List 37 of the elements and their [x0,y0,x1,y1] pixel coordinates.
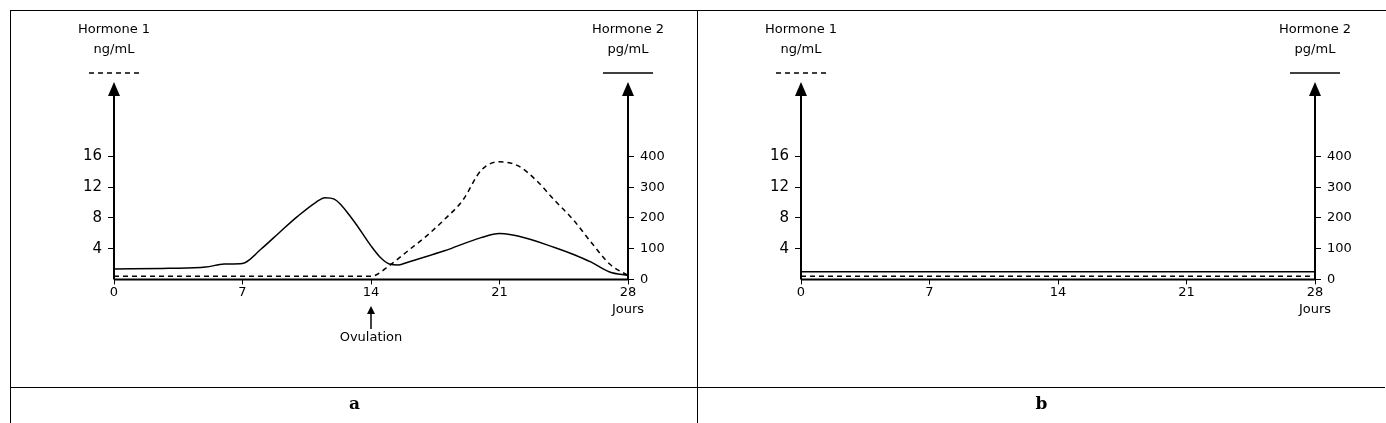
y-tick-label: 8 [92,207,102,226]
text: a [11,387,698,423]
x-tick-label: 0 [109,283,119,299]
y-tick-label: 12 [769,177,789,196]
y-tick-label: 4 [92,238,102,257]
y2-tick-label: 200 [1327,209,1352,225]
y2-tick-label: 100 [640,240,665,256]
text: Ovulation [339,329,403,345]
x-axis-title: Jours [1297,301,1332,317]
y2-axis-title: Hormone 2 pg/mL [1278,21,1352,56]
x-tick-label: 21 [491,283,508,299]
y2-tick-label: 300 [1327,178,1352,194]
y-axis-title: Hormone 1 ng/mL [764,21,838,56]
text: b [698,387,1385,423]
y2-tick-label: 100 [1327,240,1352,256]
y-tick-label: 16 [769,146,789,165]
y2-tick-label: 400 [1327,147,1352,163]
y2-tick-label: 200 [640,209,665,225]
y-tick-label: 8 [779,207,789,226]
x-tick-label: 14 [362,283,380,299]
x-tick-label: 7 [925,283,934,299]
y2-axis-title: Hormone 2 pg/mL [591,21,665,56]
y2-tick-label: 0 [640,270,649,286]
y-axis-title: Hormone 1 ng/mL [77,21,151,56]
x-tick-label: 7 [238,283,247,299]
x-axis-title: Jours [610,301,645,317]
y2-tick-label: 400 [640,147,665,163]
x-tick-label: 28 [619,283,637,299]
y2-tick-label: 300 [640,178,665,194]
y-tick-label: 4 [779,238,789,257]
y-tick-label: 12 [82,177,102,196]
x-tick-label: 28 [1306,283,1324,299]
x-tick-label: 14 [1049,283,1067,299]
x-tick-label: 0 [796,283,806,299]
y-tick-label: 16 [82,146,102,165]
x-tick-label: 21 [1178,283,1195,299]
y2-tick-label: 0 [1327,270,1336,286]
